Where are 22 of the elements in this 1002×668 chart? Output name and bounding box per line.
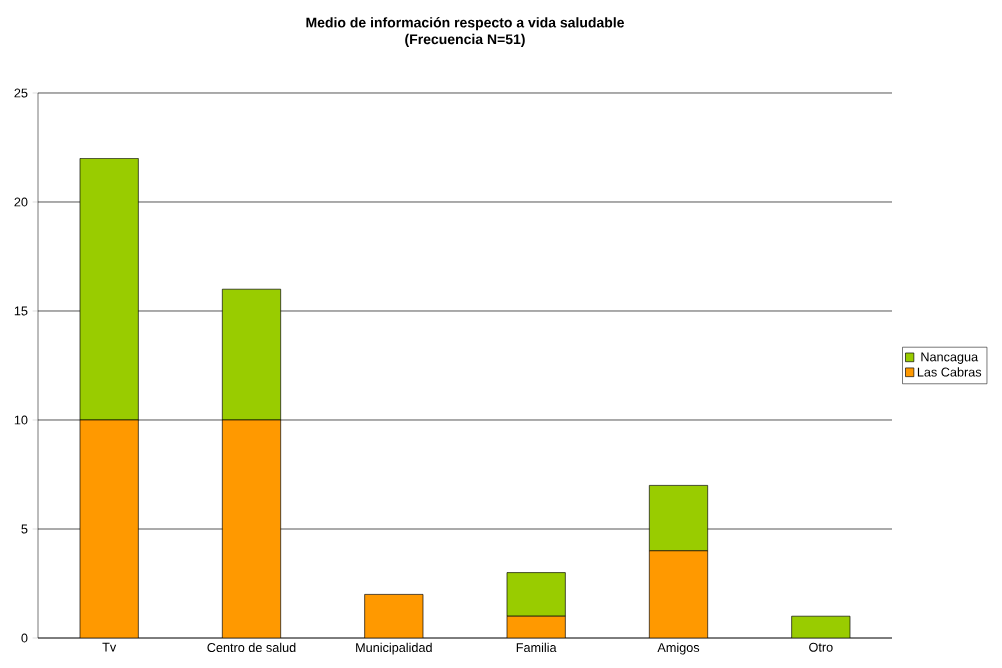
bar [364,594,424,638]
y-tick-label: 20 [14,197,28,207]
x-tick-label: Municipalidad [356,642,432,655]
y-tick-label: 10 [14,415,28,425]
x-tick-label: Otro [809,642,833,652]
chart-title: Medio de información respecto a vida saludable [306,17,624,31]
y-tick-label: 25 [14,88,28,98]
bar [648,550,709,638]
y-tick-label: 5 [21,524,28,534]
bar [506,572,566,617]
y-tick-label: 0 [21,633,28,643]
bar [79,419,139,638]
x-tick-label: Familia [516,642,557,653]
bar [221,419,282,638]
legend-label: Nancagua [921,352,979,364]
chart-subtitle: (Frecuencia N=51) [405,33,525,47]
legend-label: Las Cabras [917,367,982,377]
y-tick-label: 15 [14,306,28,316]
x-tick-label: Amigos [657,642,700,655]
bar [506,615,566,638]
x-tick-label: Centro de salud [207,642,296,653]
x-tick-label: Tv [102,642,117,652]
